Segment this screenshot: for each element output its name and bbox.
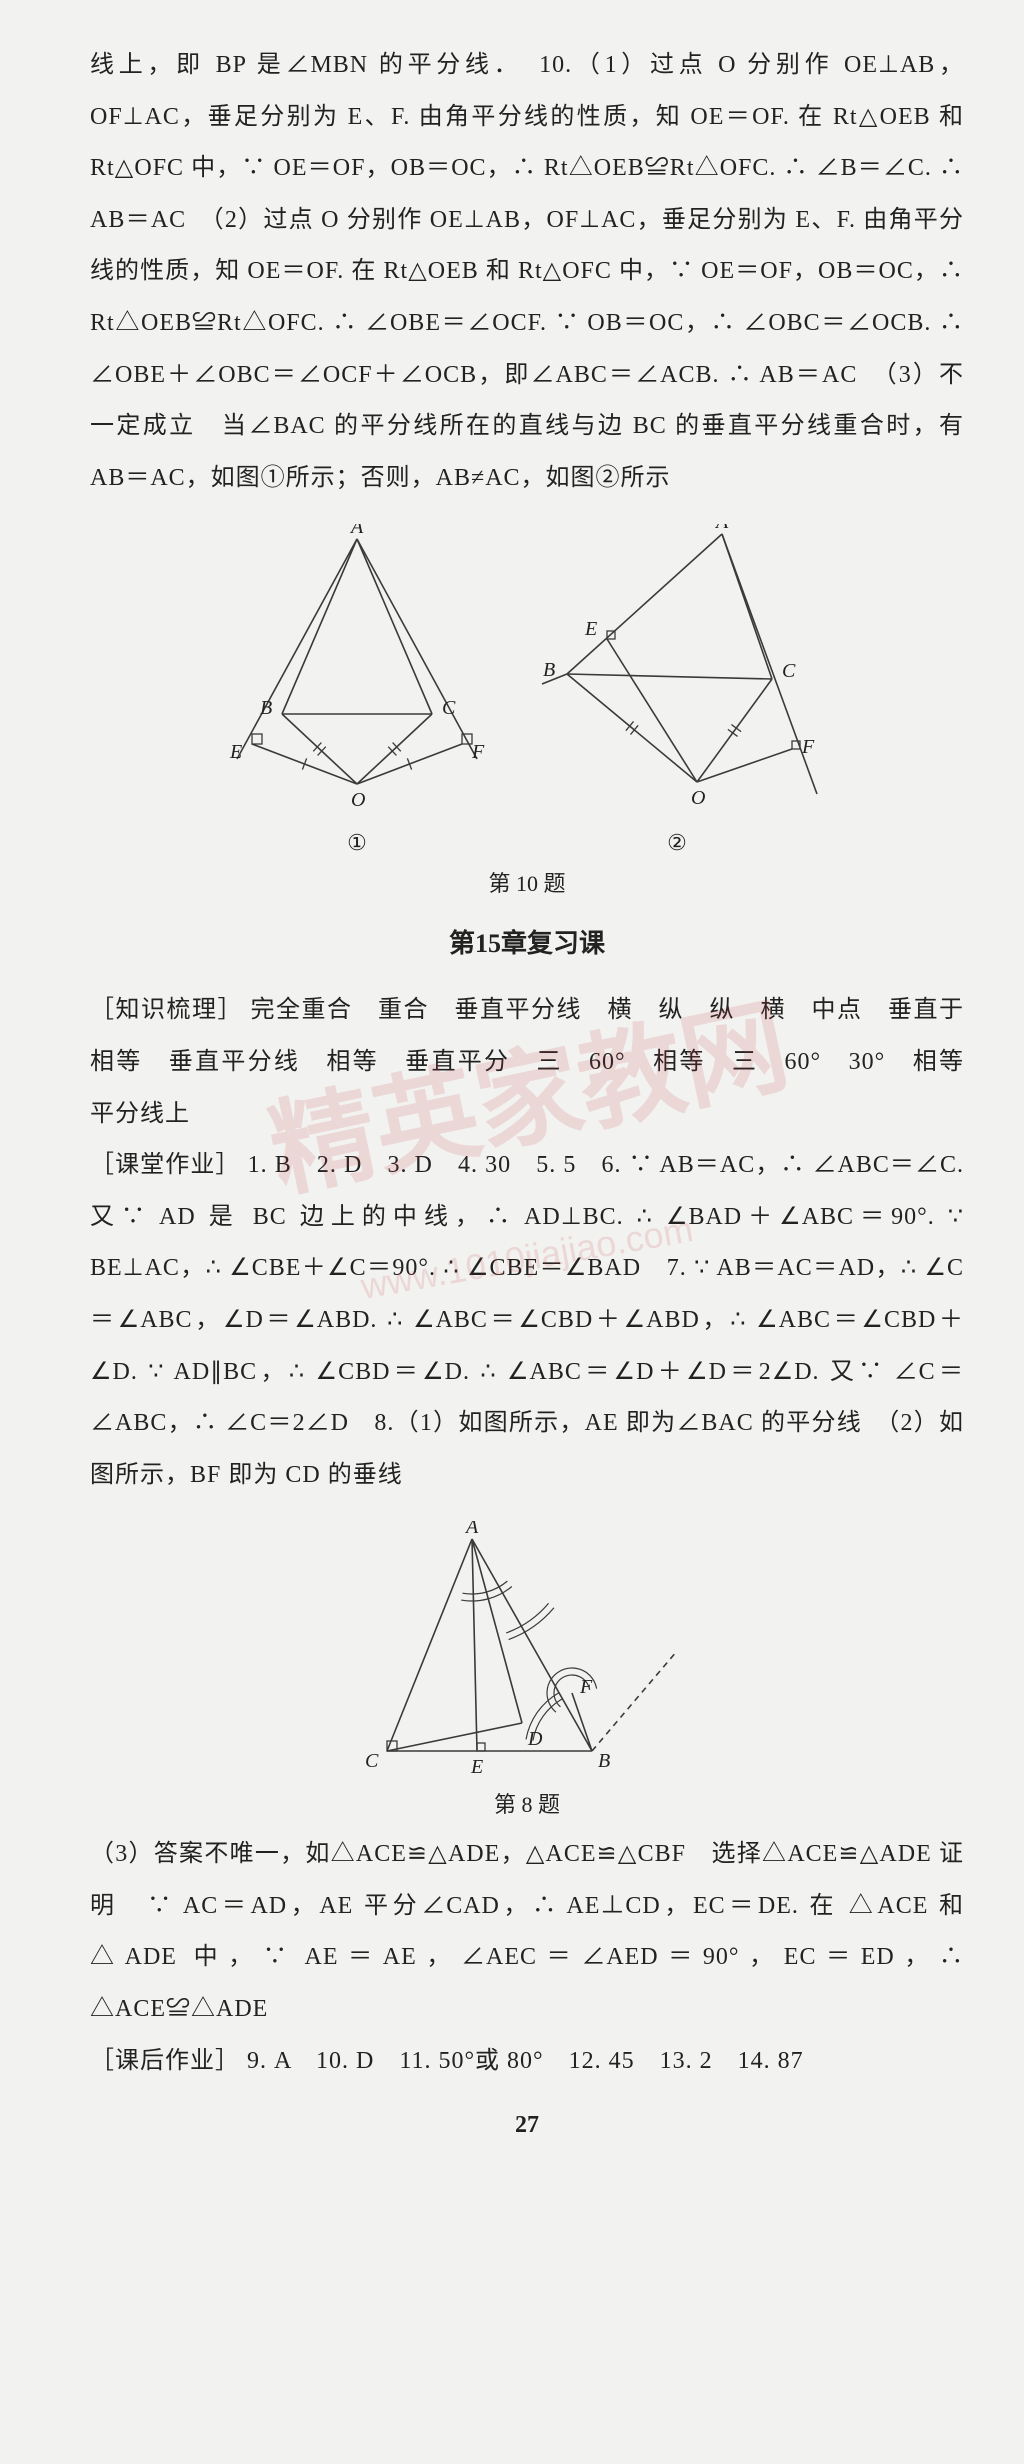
p5-body: 9. A 10. D 11. 50°或 80° 12. 45 13. 2 14.… [247,2048,804,2074]
figure-10-right: A B C O E F [527,524,827,824]
svg-text:F: F [579,1676,593,1698]
figure-8-row: A B C D E F 第 8 题 [90,1521,964,1819]
fig10-sublabel-2: ② [527,830,827,856]
svg-text:D: D [527,1728,543,1750]
p3-body: 1. B 2. D 3. D 4. 30 5. 5 6. ∵ AB＝AC，∴ ∠… [90,1152,964,1488]
paragraph-3: ［课堂作业］ 1. B 2. D 3. D 4. 30 5. 5 6. ∵ AB… [90,1140,964,1501]
svg-text:A: A [464,1521,479,1538]
figure-8: A B C D E F [357,1521,697,1781]
svg-text:O: O [351,789,365,811]
svg-text:B: B [543,659,555,681]
p5-label: ［课后作业］ [90,2048,240,2074]
section-title: 第15章复习课 [90,923,964,960]
svg-text:B: B [260,697,272,719]
svg-text:A: A [714,524,729,533]
page-number: 27 [90,2112,964,2139]
svg-text:A: A [349,524,364,538]
paragraph-4: （3）答案不唯一，如△ACE≌△ADE，△ACE≌△CBF 选择△ACE≌△AD… [90,1829,964,2035]
fig10-sublabel-1: ① [227,830,487,856]
svg-text:O: O [691,787,705,809]
svg-text:F: F [801,736,815,758]
svg-text:F: F [471,741,485,763]
svg-text:C: C [782,660,796,682]
paragraph-2: ［知识梳理］ 完全重合 重合 垂直平分线 横 纵 纵 横 中点 垂直于 相等 垂… [90,985,964,1140]
svg-text:C: C [442,697,456,719]
figure-10-left: A B C O E F [227,524,487,824]
figure-10-row: A B C O E F ① A B C O E F ② [90,524,964,856]
paragraph-5: ［课后作业］ 9. A 10. D 11. 50°或 80° 12. 45 13… [90,2036,964,2088]
svg-text:E: E [470,1756,483,1778]
figure-10-caption: 第 10 题 [90,866,964,898]
p3-label: ［课堂作业］ [90,1152,241,1178]
svg-text:B: B [598,1750,610,1772]
figure-8-caption: 第 8 题 [357,1787,697,1819]
paragraph-1: 线上，即 BP 是∠MBN 的平分线． 10.（1）过点 O 分别作 OE⊥AB… [90,40,964,504]
svg-text:E: E [584,618,597,640]
svg-text:C: C [365,1750,379,1772]
svg-text:E: E [229,741,242,763]
p2-label: ［知识梳理］ [90,997,243,1023]
